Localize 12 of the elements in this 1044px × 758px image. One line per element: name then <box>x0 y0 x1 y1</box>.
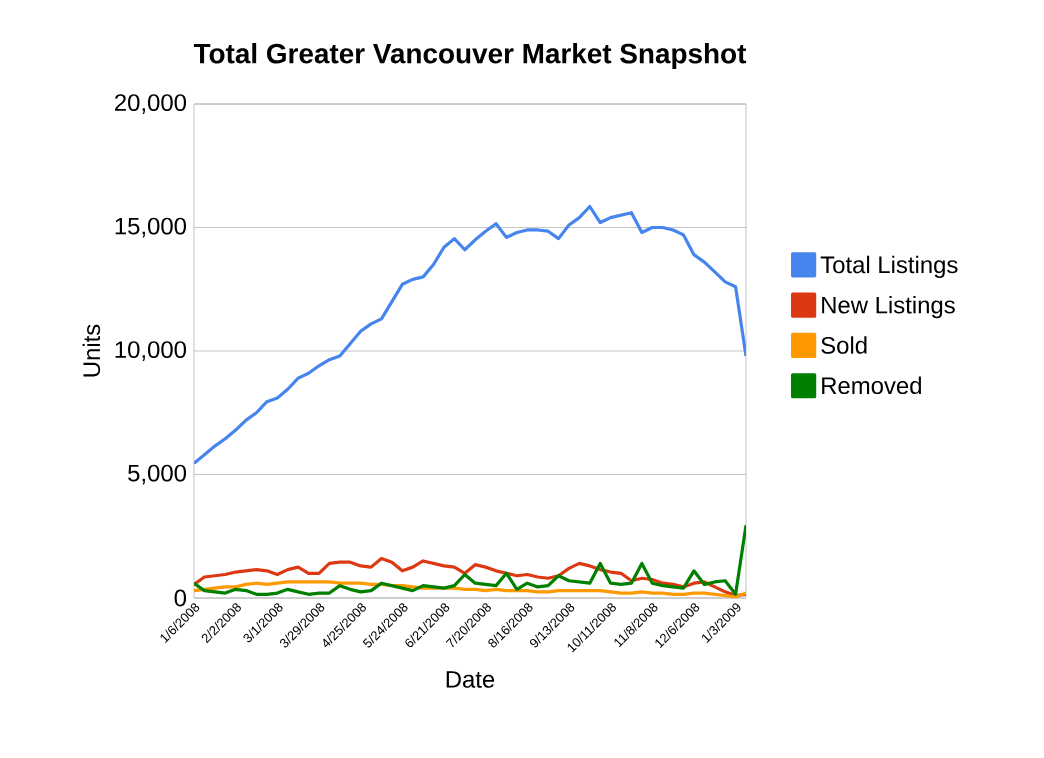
chart-title: Total Greater Vancouver Market Snapshot <box>193 42 747 69</box>
y-tick-label: 15,000 <box>115 217 187 238</box>
y-tick-label: 0 <box>174 589 187 607</box>
legend-label: Total Listings <box>820 255 958 279</box>
x-axis-title: Date <box>446 671 495 688</box>
y-tick-label: 20,000 <box>115 94 187 114</box>
legend-label: New Listings <box>822 296 955 319</box>
y-tick-label: 5,000 <box>128 464 187 485</box>
y-axis-title: Units <box>82 324 101 377</box>
legend-label: Removed <box>822 376 921 395</box>
legend-label: Sold <box>821 336 867 354</box>
y-tick-label: 10,000 <box>115 341 187 361</box>
